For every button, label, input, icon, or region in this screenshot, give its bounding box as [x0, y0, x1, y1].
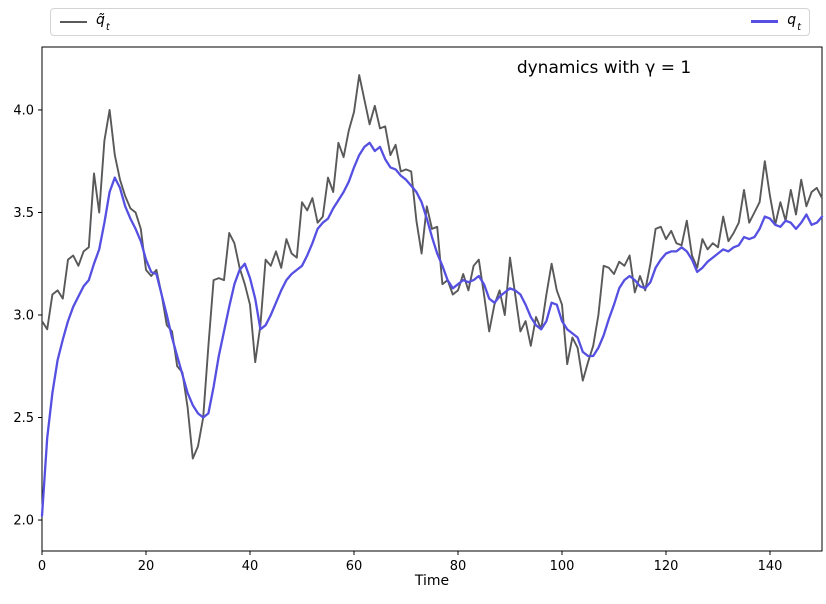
- y-tick-label: 3.5: [13, 206, 34, 221]
- legend-entry-qtilde: q̃t: [60, 12, 110, 33]
- legend-line-sample-qtilde: [60, 20, 87, 23]
- legend-subscript-q: t: [797, 21, 801, 33]
- axes-border: [41, 46, 823, 552]
- x-tick-label: 100: [550, 559, 575, 574]
- y-tick-label: 3.0: [13, 308, 34, 323]
- series-line-q-tilde: [41, 74, 823, 460]
- legend: q̃t qt: [50, 8, 810, 36]
- x-tick-label: 60: [346, 559, 363, 574]
- x-tick-label: 120: [654, 559, 679, 574]
- y-tick-label: 4.0: [13, 103, 34, 118]
- series-lines: [40, 74, 824, 518]
- legend-subscript-qtilde: t: [105, 21, 110, 33]
- x-tick-label: 0: [38, 559, 46, 574]
- legend-symbol-q: q: [787, 12, 797, 29]
- x-tick-label: 80: [450, 559, 467, 574]
- y-tick-label: 2.0: [13, 514, 34, 529]
- x-axis-label: Time: [414, 573, 449, 589]
- x-tick-label: 140: [758, 559, 783, 574]
- legend-label-q: qt: [787, 12, 801, 33]
- x-tick-label: 20: [138, 559, 155, 574]
- legend-line-sample-q: [751, 20, 779, 24]
- y-tick-label: 2.5: [13, 411, 34, 426]
- series-line-q: [40, 141, 824, 518]
- axis-ticks: 0 20 40 60 80 100 120 140 2.0 2.5 3.0 3.5 4.0: [13, 103, 782, 574]
- legend-label-qtilde: q̃t: [96, 12, 110, 33]
- legend-entry-q: qt: [751, 12, 801, 33]
- legend-symbol-qtilde: q̃: [96, 12, 105, 29]
- plot-title: dynamics with γ = 1: [517, 58, 691, 78]
- x-tick-label: 40: [242, 559, 259, 574]
